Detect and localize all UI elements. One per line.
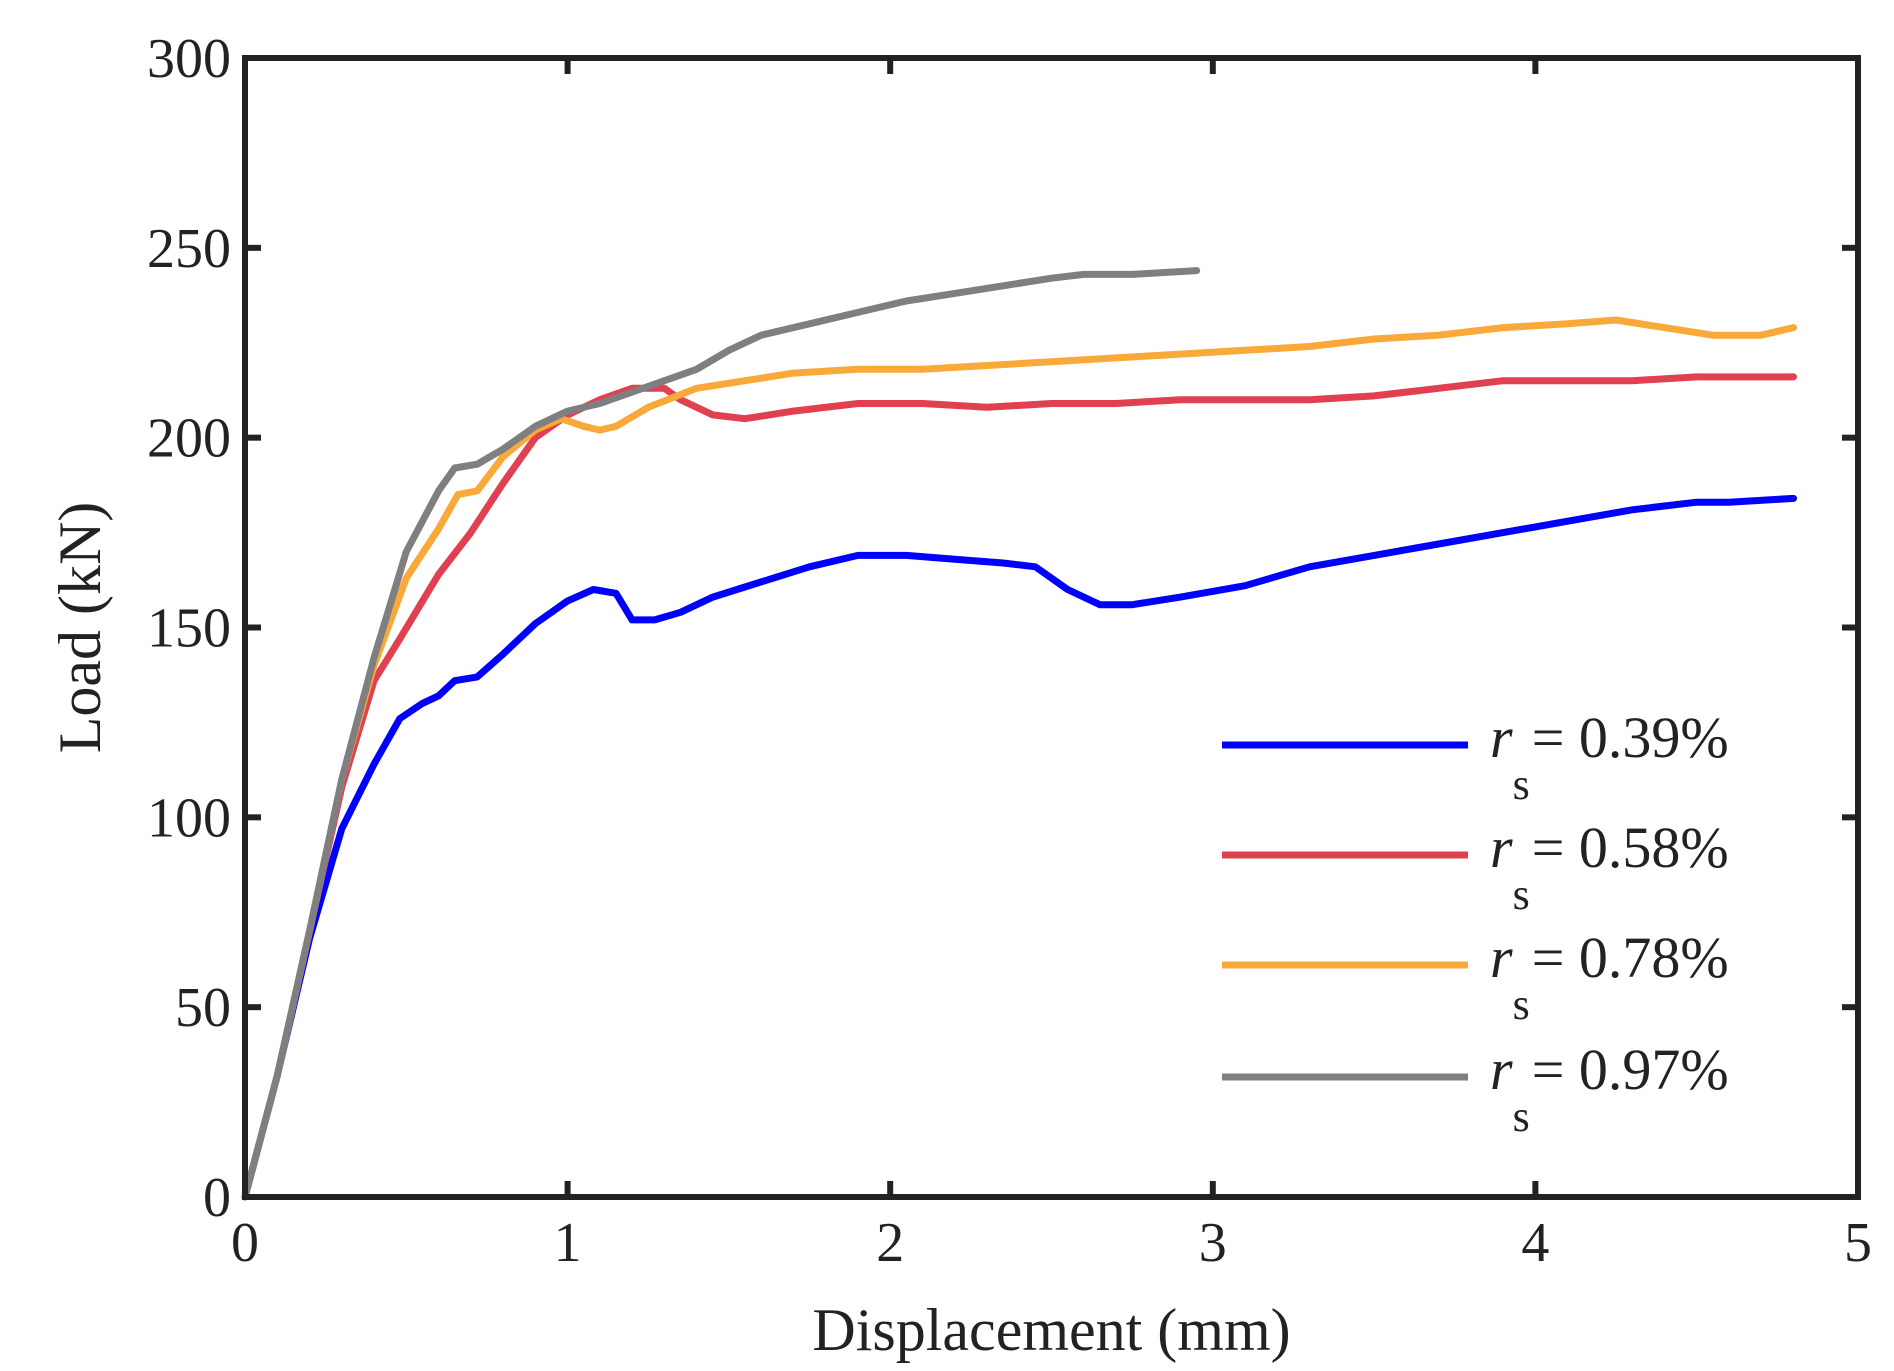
axes-box (242, 55, 1861, 1200)
series-lines (241, 267, 1797, 1201)
y-tick-label: 200 (147, 408, 231, 470)
y-tick-label: 0 (203, 1167, 231, 1229)
legend-entry-3: rs= 0.97% (1490, 1037, 1729, 1141)
y-tick-label: 150 (147, 598, 231, 660)
legend-value: = 0.39% (1532, 705, 1729, 770)
legend-value: = 0.58% (1532, 815, 1729, 880)
legend-entry-0: rs= 0.39% (1490, 705, 1729, 809)
y-tick-label: 300 (147, 28, 231, 90)
legend-symbol: r (1490, 1037, 1513, 1102)
legend-subscript: s (1513, 1092, 1530, 1141)
legend-subscript: s (1513, 980, 1530, 1029)
y-tick-label: 100 (147, 787, 231, 849)
legend-entry-2: rs= 0.78% (1490, 925, 1729, 1029)
legend-symbol: r (1490, 815, 1513, 880)
y-tick-label: 250 (147, 218, 231, 280)
y-axis-label: Load (kN) (47, 502, 113, 754)
series-line-3 (241, 267, 1201, 1201)
x-tick-label: 2 (876, 1212, 904, 1274)
x-tick-label: 1 (554, 1212, 582, 1274)
x-tick-label: 0 (231, 1212, 259, 1274)
series-line-2 (241, 316, 1797, 1201)
legend-subscript: s (1513, 870, 1530, 919)
x-tick-label: 4 (1521, 1212, 1549, 1274)
series-line-1 (241, 373, 1797, 1201)
x-tick-label: 5 (1844, 1212, 1872, 1274)
legend: rs= 0.39%rs= 0.58%rs= 0.78%rs= 0.97% (1222, 705, 1729, 1141)
legend-value: = 0.78% (1532, 925, 1729, 990)
x-tick-label: 3 (1199, 1212, 1227, 1274)
legend-entry-1: rs= 0.58% (1490, 815, 1729, 919)
x-axis-label: Displacement (mm) (812, 1297, 1290, 1363)
legend-subscript: s (1513, 760, 1530, 809)
legend-symbol: r (1490, 925, 1513, 990)
y-tick-label: 50 (175, 977, 231, 1039)
legend-symbol: r (1490, 705, 1513, 770)
legend-value: = 0.97% (1532, 1037, 1729, 1102)
series-line-0 (241, 494, 1797, 1201)
